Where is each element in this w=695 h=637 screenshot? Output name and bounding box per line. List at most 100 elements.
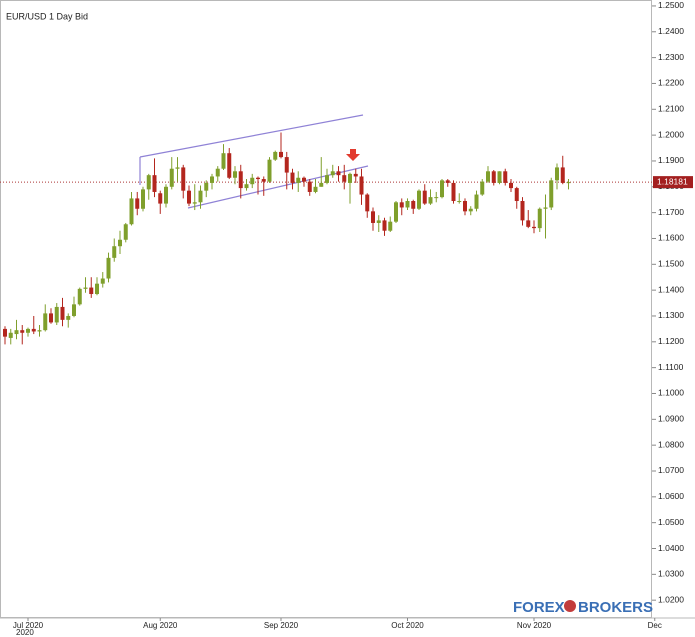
candle-body bbox=[106, 257, 111, 279]
x-tick-label: Aug 2020 bbox=[143, 621, 178, 630]
candle-body bbox=[440, 180, 444, 198]
candle-body bbox=[428, 197, 433, 204]
candle-body bbox=[526, 220, 531, 227]
candle-body bbox=[60, 306, 65, 320]
candle-body bbox=[342, 175, 347, 182]
candle-body bbox=[95, 283, 99, 295]
candle-body bbox=[192, 202, 197, 204]
y-tick-label: 1.1500 bbox=[658, 259, 684, 269]
y-tick-label: 1.2200 bbox=[658, 78, 684, 88]
y-tick-label: 1.2000 bbox=[658, 129, 684, 139]
candle-body bbox=[307, 181, 312, 192]
y-tick-label: 1.0700 bbox=[658, 465, 684, 475]
candle-body bbox=[434, 197, 439, 199]
candle-body bbox=[394, 202, 398, 222]
candle-body bbox=[112, 246, 117, 258]
channel-upper bbox=[139, 114, 364, 158]
candle-body bbox=[3, 328, 7, 337]
candle-body bbox=[129, 198, 134, 225]
candle-body bbox=[54, 306, 59, 323]
candle-body bbox=[187, 190, 191, 204]
candle-body bbox=[31, 328, 36, 332]
y-tick-label: 1.2300 bbox=[658, 52, 684, 62]
candle-body bbox=[445, 180, 450, 183]
watermark: FOREX BROKERS bbox=[513, 599, 653, 616]
candle-body bbox=[365, 194, 370, 212]
watermark-logo bbox=[564, 600, 576, 612]
candle-body bbox=[215, 168, 220, 177]
candle-body bbox=[72, 304, 76, 316]
candle-body bbox=[14, 330, 19, 335]
candle-body bbox=[164, 186, 168, 204]
x-year-label: 2020 bbox=[16, 628, 34, 637]
candle-body bbox=[555, 167, 559, 181]
candle-body bbox=[198, 190, 203, 203]
candle-body bbox=[146, 175, 151, 190]
y-tick-label: 1.0500 bbox=[658, 517, 684, 527]
candle-body bbox=[388, 221, 393, 231]
y-tick-label: 1.0900 bbox=[658, 414, 684, 424]
candle-body bbox=[290, 172, 295, 183]
candle-body bbox=[330, 171, 335, 176]
candle-body bbox=[491, 171, 496, 183]
candle-body bbox=[273, 151, 278, 160]
signal-arrow bbox=[346, 149, 360, 161]
candle-body bbox=[37, 330, 42, 332]
candle-body bbox=[49, 313, 53, 323]
y-tick-label: 1.1200 bbox=[658, 336, 684, 346]
candle-body bbox=[549, 180, 554, 208]
candle-body bbox=[20, 330, 25, 333]
candle-body bbox=[43, 313, 48, 331]
candle-body bbox=[8, 332, 13, 338]
candle-body bbox=[233, 171, 237, 178]
y-tick-label: 1.2400 bbox=[658, 26, 684, 36]
last-price-label: 1.18181 bbox=[657, 176, 688, 186]
candle-body bbox=[503, 171, 508, 183]
candle-body bbox=[451, 182, 456, 202]
y-tick-label: 1.0200 bbox=[658, 594, 684, 604]
candle-body bbox=[256, 177, 260, 180]
candle-body bbox=[26, 328, 30, 333]
y-tick-label: 1.1400 bbox=[658, 284, 684, 294]
candle-body bbox=[566, 182, 571, 184]
y-tick-label: 1.0800 bbox=[658, 439, 684, 449]
candle-body bbox=[204, 182, 209, 191]
candle-body bbox=[417, 190, 421, 209]
candle-body bbox=[279, 151, 283, 158]
candle-body bbox=[313, 186, 318, 192]
candle-body bbox=[468, 208, 473, 212]
candle-body bbox=[118, 239, 122, 247]
candle-body bbox=[509, 182, 513, 189]
y-tick-label: 1.2100 bbox=[658, 104, 684, 114]
candle-body bbox=[181, 167, 186, 191]
candle-body bbox=[359, 176, 364, 195]
x-tick-label: Sep 2020 bbox=[264, 621, 299, 630]
candle-body bbox=[175, 167, 180, 169]
candle-body bbox=[348, 173, 352, 183]
x-tick-label: Dec bbox=[648, 621, 662, 630]
y-tick-label: 1.1000 bbox=[658, 388, 684, 398]
candle-body bbox=[135, 198, 140, 209]
y-tick-label: 1.1600 bbox=[658, 233, 684, 243]
candle-body bbox=[100, 278, 105, 284]
candle-body bbox=[520, 201, 525, 221]
candle-body bbox=[66, 315, 71, 320]
y-tick-label: 1.0400 bbox=[658, 543, 684, 553]
candle-body bbox=[474, 194, 479, 209]
candle-body bbox=[543, 207, 548, 209]
candle-body bbox=[152, 175, 157, 192]
candle-body bbox=[319, 182, 324, 187]
candle-body bbox=[336, 171, 341, 176]
candle-body bbox=[353, 173, 358, 177]
watermark-left: FOREX bbox=[513, 599, 565, 616]
candle-body bbox=[302, 177, 306, 182]
candle-body bbox=[532, 226, 536, 229]
candle-body bbox=[141, 189, 145, 209]
candle-body bbox=[480, 181, 485, 195]
candle-body bbox=[244, 184, 249, 189]
y-tick-label: 1.1100 bbox=[658, 362, 684, 372]
candle-body bbox=[486, 171, 490, 182]
candle-body bbox=[537, 208, 542, 229]
x-tick-label: Oct 2020 bbox=[391, 621, 424, 630]
